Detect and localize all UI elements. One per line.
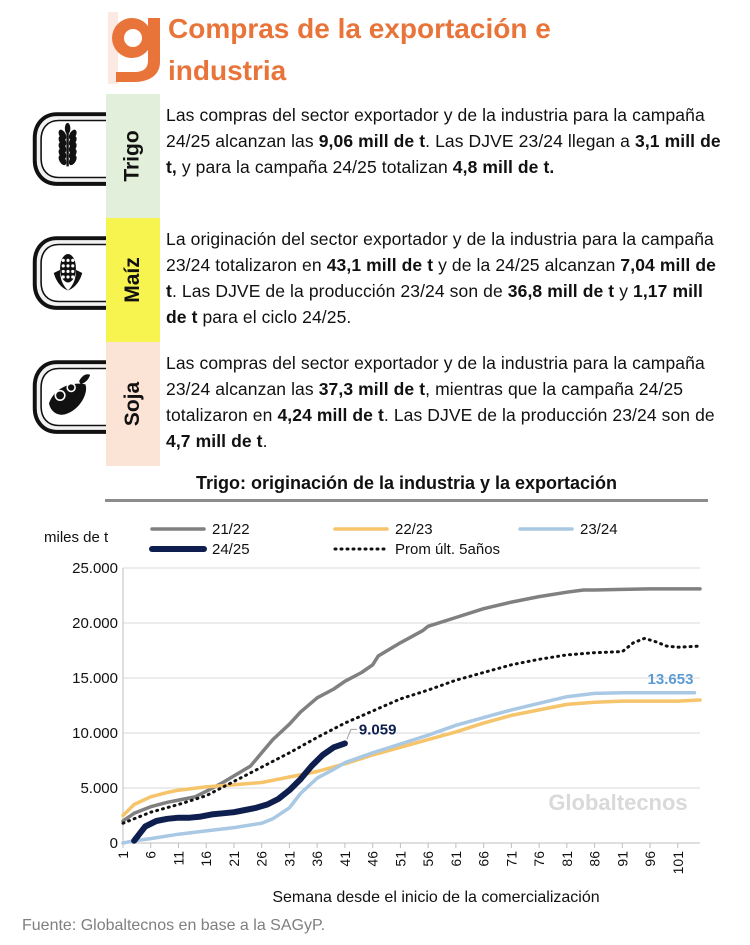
y-tick-label: 25.000 (72, 560, 118, 577)
x-tick-label: 56 (420, 851, 436, 867)
x-tick-label: 81 (559, 851, 575, 867)
title-line-2: industria (168, 55, 287, 86)
x-tick-label: 51 (392, 851, 408, 867)
x-tick-label: 91 (614, 851, 630, 867)
text-segment: , mientras que la campaña 24/25 totaliza… (166, 379, 684, 425)
x-tick-label: 31 (281, 851, 297, 867)
chart: miles de t 0 5.000 10.000 15.000 20.000 25.000… (44, 521, 702, 906)
crop-tag-label: Trigo (121, 130, 144, 182)
crop-text-trigo: Las compras del sector exportador y de l… (166, 102, 726, 180)
y-tick-label: 15.000 (72, 670, 118, 687)
x-tick-label: 41 (337, 851, 353, 867)
crop-tag-label: Maíz (120, 257, 144, 303)
crop-tag-label: Soja (120, 381, 144, 427)
title-line-1: Compras de la exportación e (168, 13, 551, 44)
chart-divider (105, 499, 708, 502)
text-segment: . Las DJVE 23/24 llegan a (425, 131, 635, 151)
y-axis-label: miles de t (44, 529, 109, 546)
watermark: Globaltecnos (548, 790, 687, 815)
x-tick-label: 96 (642, 851, 658, 867)
x-tick-label: 61 (448, 851, 464, 867)
text-segment: La originación del sector exportador y d… (166, 229, 714, 275)
legend-label: Prom últ. 5años (395, 541, 500, 558)
series-line-prom--lt--5a-os (121, 636, 702, 825)
highlight-value: 4,24 mill de t (277, 405, 384, 425)
legend-label: 21/22 (212, 521, 250, 538)
legend-label: 23/24 (580, 521, 618, 538)
y-tick-label: 0 (110, 835, 118, 852)
text-segment: y de la 24/25 alcanzan (433, 255, 621, 275)
text-segment: . (262, 431, 268, 451)
crop-tag-soja: Soja (106, 342, 160, 466)
highlight-value: 3,1 mill de t, (166, 131, 721, 177)
corn-icon (32, 236, 106, 310)
highlight-value: 1,17 mill de t (166, 281, 703, 327)
source-note: Fuente: Globaltecnos en base a la SAGyP. (22, 917, 326, 934)
page-title: Compras de la exportación e industria (168, 8, 728, 92)
highlight-value: 4,8 mill de t. (452, 157, 555, 177)
text-segment: . Las DJVE de la producción 23/24 son de (171, 281, 508, 301)
highlight-value: 7,04 mill de t (166, 255, 716, 301)
x-tick-label: 86 (587, 851, 603, 867)
chart-title: Trigo: originación de la industria y la … (195, 473, 618, 493)
annotation-leader (346, 728, 357, 740)
series-line-21-22 (121, 587, 702, 823)
text-segment: Las compras del sector exportador y de l… (166, 105, 705, 151)
text-segment: . Las DJVE de la producción 23/24 son de (383, 405, 715, 425)
x-tick-label: 16 (198, 851, 214, 867)
highlight-value: 4,7 mill de t (166, 431, 263, 451)
y-tick-label: 10.000 (72, 725, 118, 742)
highlight-value: 36,8 mill de t (507, 281, 615, 301)
x-tick-label: 6 (143, 851, 159, 859)
x-tick-label: 26 (254, 851, 270, 867)
highlight-value: 37,3 mill de t (318, 379, 426, 399)
y-tick-label: 5.000 (80, 780, 118, 797)
legend-label: 24/25 (212, 541, 250, 558)
x-tick-label: 101 (670, 851, 686, 875)
x-axis-label: Semana desde el inicio de la comercializ… (272, 889, 599, 906)
text-segment: para el ciclo 24/25. (197, 307, 352, 327)
x-tick-label: 71 (503, 851, 519, 867)
legend-label: 22/23 (395, 521, 433, 538)
crop-text-soja: Las compras del sector exportador y de l… (166, 350, 726, 454)
series-line-23-24 (121, 691, 697, 845)
series-line-22-23 (121, 698, 702, 818)
annotation-label: 9.059 (359, 721, 397, 738)
x-tick-label: 76 (531, 851, 547, 867)
x-tick-label: 11 (170, 851, 186, 866)
series-line-24-25 (131, 740, 348, 844)
highlight-value: 43,1 mill de t (326, 255, 434, 275)
x-tick-label: 1 (115, 851, 131, 859)
text-segment: y (614, 281, 634, 301)
x-tick-label: 21 (226, 851, 242, 867)
soybean-icon (32, 360, 106, 434)
crop-tag-maíz: Maíz (106, 218, 160, 342)
annotation-label: 13.653 (648, 671, 694, 688)
x-tick-label: 36 (309, 851, 325, 867)
crop-text-maíz: La originación del sector exportador y d… (166, 226, 726, 330)
x-tick-label: 66 (476, 851, 492, 867)
globaltecnos-g-logo-icon (108, 12, 164, 84)
x-tick-label: 46 (365, 851, 381, 867)
crop-tag-trigo: Trigo (106, 94, 160, 218)
text-segment: Las compras del sector exportador y de l… (166, 353, 705, 399)
wheat-icon (32, 112, 106, 186)
y-tick-label: 20.000 (72, 615, 118, 632)
highlight-value: 9,06 mill de t (318, 131, 426, 151)
text-segment: y para la campaña 24/25 totalizan (176, 157, 453, 177)
